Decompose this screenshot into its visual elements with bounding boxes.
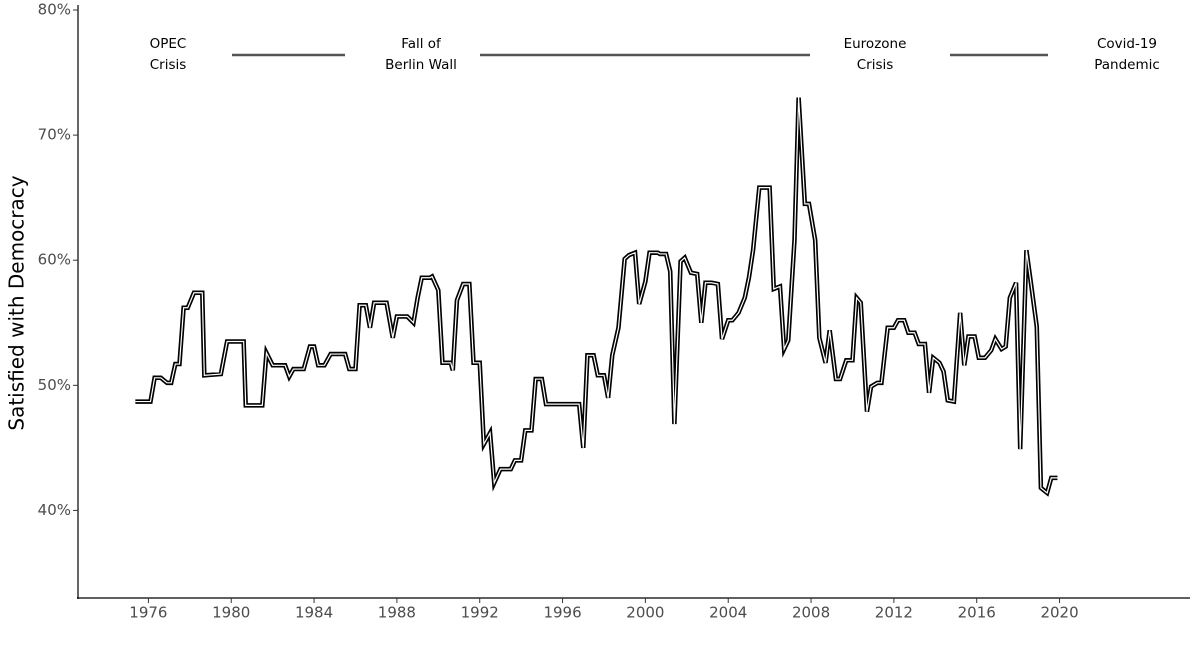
- annotation: Covid-19 Pandemic: [1094, 36, 1160, 73]
- x-tick-label: 1984: [295, 604, 333, 622]
- annotation-line: Berlin Wall: [385, 57, 457, 73]
- x-tick-label: 2004: [709, 604, 747, 622]
- x-tick-label: 2008: [792, 604, 830, 622]
- y-axis-title: Satisfied with Democracy: [5, 175, 29, 430]
- x-tick-label: 2012: [875, 604, 913, 622]
- annotation-line: Pandemic: [1094, 57, 1160, 73]
- annotation: OPEC Crisis: [150, 36, 187, 73]
- x-tick-label: 2020: [1040, 604, 1078, 622]
- x-tick-label: 1992: [461, 604, 499, 622]
- annotation-line: Eurozone: [844, 36, 907, 52]
- y-tick-label: 70%: [38, 126, 71, 144]
- annotation: Eurozone Crisis: [844, 36, 907, 73]
- annotation-line: Fall of: [401, 36, 442, 52]
- y-tick-label: 80%: [38, 1, 71, 19]
- x-tick-label: 1996: [543, 604, 581, 622]
- annotation-line: Crisis: [857, 57, 894, 73]
- y-tick-label: 60%: [38, 251, 71, 269]
- annotation-line: OPEC: [150, 36, 187, 52]
- x-tick-label: 1980: [212, 604, 250, 622]
- y-tick-label: 50%: [38, 376, 71, 394]
- annotation-line: Crisis: [150, 57, 187, 73]
- x-tick-label: 1988: [378, 604, 416, 622]
- annotation-line: Covid-19: [1097, 36, 1157, 52]
- line-outline: [135, 97, 1058, 497]
- line-core: [135, 97, 1058, 494]
- x-tick-label: 2016: [958, 604, 996, 622]
- x-tick-label: 1976: [129, 604, 167, 622]
- annotation: Fall of Berlin Wall: [385, 36, 457, 73]
- x-tick-label: 2000: [626, 604, 664, 622]
- y-tick-label: 40%: [38, 501, 71, 519]
